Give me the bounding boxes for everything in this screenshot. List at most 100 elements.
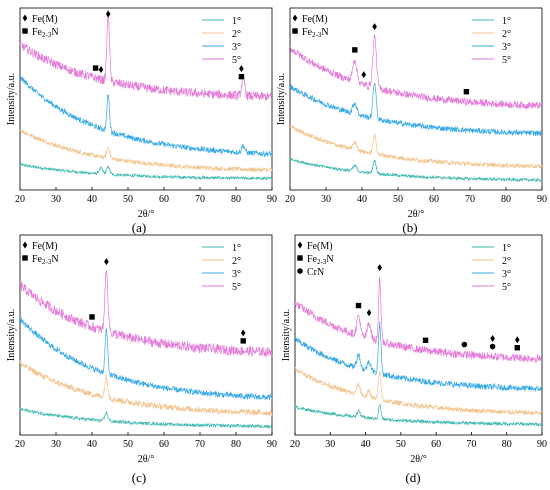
x-tick-label: 70 bbox=[465, 194, 475, 205]
series-line-5deg bbox=[289, 34, 543, 110]
phase-legend-label: Fe2-3N bbox=[307, 254, 334, 266]
x-tick-label: 80 bbox=[231, 439, 241, 450]
series-line-3deg bbox=[289, 82, 543, 137]
xrd-panel-d: 20 30 40 50 60 70 80 90 2θ/° Intensity/a.u. (d) 1° 2… bbox=[281, 234, 547, 485]
square-marker-icon bbox=[22, 255, 28, 261]
x-tick-label: 20 bbox=[290, 439, 300, 450]
series-line-2deg bbox=[19, 360, 273, 416]
diamond-marker-icon bbox=[372, 23, 377, 31]
x-tick-label: 70 bbox=[466, 439, 476, 450]
x-tick-label: 60 bbox=[159, 194, 169, 205]
subplot-label: (b) bbox=[402, 220, 417, 235]
y-axis-label: Intensity/a.u. bbox=[6, 73, 17, 125]
series-line-1deg bbox=[19, 162, 272, 181]
phase-legend-label: Fe(M) bbox=[307, 241, 333, 252]
square-marker-icon bbox=[422, 337, 429, 344]
square-marker-icon bbox=[240, 338, 246, 344]
square-marker-icon bbox=[463, 89, 470, 95]
x-tick-label: 70 bbox=[195, 194, 205, 205]
square-marker-icon bbox=[514, 345, 520, 351]
series-line-5deg bbox=[19, 9, 273, 102]
legend-label: 5° bbox=[232, 282, 241, 293]
legend-label: 1° bbox=[232, 243, 241, 254]
diamond-marker-icon bbox=[22, 14, 28, 22]
x-tick-label: 80 bbox=[501, 194, 511, 205]
plot-frame bbox=[289, 7, 543, 191]
y-axis-label: Intensity/a.u. bbox=[276, 73, 287, 125]
diamond-marker-icon bbox=[515, 336, 520, 344]
plot-frame bbox=[19, 7, 273, 191]
x-tick-label: 30 bbox=[51, 439, 61, 450]
x-tick-label: 90 bbox=[537, 439, 547, 450]
x-tick-label: 40 bbox=[87, 194, 97, 205]
phase-legend-label: Fe(M) bbox=[302, 14, 328, 25]
series-line-5deg bbox=[294, 277, 543, 364]
x-tick-label: 80 bbox=[502, 439, 512, 450]
x-tick-label: 80 bbox=[231, 194, 241, 205]
legend-label: 5° bbox=[502, 282, 511, 293]
diamond-marker-icon bbox=[239, 65, 244, 73]
x-tick-label: 60 bbox=[429, 194, 439, 205]
phase-legend-label: Fe2-3N bbox=[32, 254, 59, 266]
square-marker-icon bbox=[352, 47, 358, 53]
series-line-3deg bbox=[19, 316, 273, 401]
x-tick-label: 40 bbox=[361, 439, 371, 450]
subplot-label: (a) bbox=[132, 220, 146, 235]
x-axis-label: 2θ/° bbox=[408, 209, 425, 220]
subplot-label: (c) bbox=[132, 470, 146, 485]
x-tick-label: 50 bbox=[123, 194, 133, 205]
diamond-marker-icon bbox=[104, 258, 109, 266]
circle-marker-icon bbox=[297, 268, 303, 274]
x-tick-label: 30 bbox=[325, 439, 335, 450]
x-tick-label: 50 bbox=[396, 439, 406, 450]
circle-marker-icon bbox=[461, 341, 468, 348]
square-marker-icon bbox=[22, 28, 28, 34]
phase-legend-label: CrN bbox=[307, 267, 324, 278]
legend-label: 2° bbox=[502, 256, 511, 267]
diamond-marker-icon bbox=[490, 335, 495, 343]
y-axis-label: Intensity/a.u. bbox=[6, 309, 17, 361]
y-axis-label: Intensity/a.u. bbox=[281, 309, 292, 361]
diamond-marker-icon bbox=[366, 309, 372, 317]
diamond-marker-icon bbox=[22, 241, 28, 249]
plot-frame bbox=[294, 234, 543, 436]
series-line-3deg bbox=[19, 75, 273, 157]
square-marker-icon bbox=[92, 65, 99, 71]
phase-legend-label: Fe(M) bbox=[32, 14, 58, 25]
legend-label: 1° bbox=[232, 16, 241, 27]
diamond-marker-icon bbox=[361, 71, 367, 79]
x-tick-label: 50 bbox=[393, 194, 403, 205]
diamond-marker-icon bbox=[98, 65, 104, 73]
phase-legend-label: Fe(M) bbox=[32, 241, 58, 252]
legend-label: 2° bbox=[232, 256, 241, 267]
legend-label: 3° bbox=[232, 42, 241, 53]
legend-label: 5° bbox=[502, 55, 511, 66]
x-tick-label: 40 bbox=[87, 439, 97, 450]
subplot-label: (d) bbox=[405, 470, 420, 485]
diamond-marker-icon bbox=[297, 241, 303, 249]
series-line-1deg bbox=[289, 157, 543, 183]
x-tick-label: 50 bbox=[123, 439, 133, 450]
series-line-3deg bbox=[294, 321, 543, 392]
series-line-2deg bbox=[289, 125, 543, 170]
phase-legend-label: Fe2-3N bbox=[302, 27, 329, 39]
x-tick-label: 20 bbox=[15, 194, 25, 205]
diamond-marker-icon bbox=[292, 14, 298, 22]
x-axis-label: 2θ/° bbox=[138, 454, 155, 465]
x-tick-label: 90 bbox=[267, 439, 277, 450]
x-tick-label: 20 bbox=[285, 194, 295, 205]
legend-label: 5° bbox=[232, 55, 241, 66]
square-marker-icon bbox=[238, 73, 245, 80]
x-tick-label: 70 bbox=[195, 439, 205, 450]
xrd-panel-a: 20 30 40 50 60 70 80 90 2θ/° Intensity/a.u. (a) 1° 2… bbox=[6, 7, 277, 235]
x-tick-label: 20 bbox=[15, 439, 25, 450]
x-tick-label: 30 bbox=[51, 194, 61, 205]
square-marker-icon bbox=[355, 302, 362, 309]
legend-label: 3° bbox=[502, 269, 511, 280]
xrd-panel-b: 20 30 40 50 60 70 80 90 2θ/° Intensity/a.u. (b) 1° 2… bbox=[276, 7, 547, 235]
square-marker-icon bbox=[292, 28, 298, 34]
legend-label: 2° bbox=[502, 29, 511, 40]
x-tick-label: 30 bbox=[321, 194, 331, 205]
legend-label: 1° bbox=[502, 16, 511, 27]
